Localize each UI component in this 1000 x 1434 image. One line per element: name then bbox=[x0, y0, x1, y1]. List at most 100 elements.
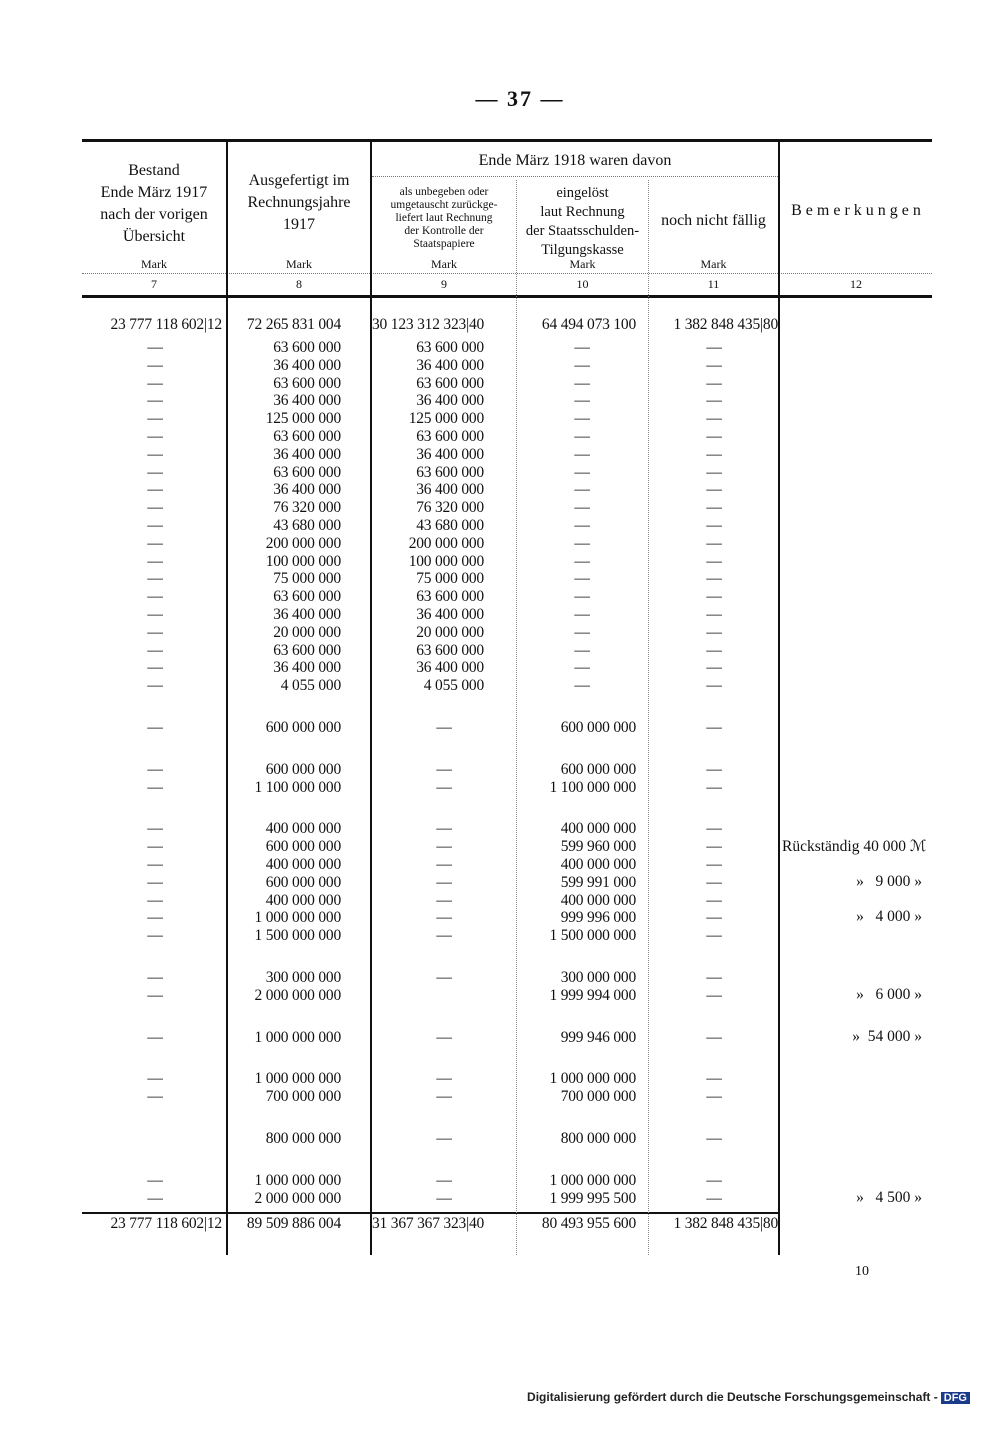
cell-col8: 36 400 000 bbox=[273, 606, 341, 623]
cell-col9: 36 400 000 bbox=[416, 445, 484, 463]
cell-col10: 1 000 000 000 bbox=[549, 1171, 636, 1189]
header-line: Bestand bbox=[128, 162, 180, 179]
cell-col8: 1 100 000 000 bbox=[254, 778, 341, 796]
cell-col7: — bbox=[147, 392, 163, 410]
unit-label: Mark bbox=[141, 257, 167, 271]
cell-col10: 700 000 000 bbox=[560, 1088, 637, 1106]
unit-label: Mark bbox=[431, 257, 457, 271]
cell-col10: — bbox=[574, 641, 590, 659]
cell-col11: — bbox=[706, 659, 722, 677]
cell-col8: 75 000 000 bbox=[273, 570, 341, 588]
cell-col8: 600 000 000 bbox=[265, 760, 342, 778]
cell-col10: — bbox=[574, 677, 590, 695]
cell-col8: 76 320 000 bbox=[273, 499, 341, 517]
column-number: 8 bbox=[296, 277, 302, 291]
cell-col9: 36 400 000 bbox=[416, 481, 484, 499]
remark: Rückständig 40 000 ℳ bbox=[782, 838, 927, 856]
cell-col8: 200 000 000 bbox=[265, 534, 342, 552]
cell-col7: — bbox=[147, 760, 163, 778]
cell-col9: 36 400 000 bbox=[416, 392, 484, 410]
cell-col7: — bbox=[147, 623, 163, 641]
header-line: laut Rechnung bbox=[540, 204, 625, 220]
cell-col8: 20 000 000 bbox=[273, 623, 341, 641]
cell-col9: — bbox=[436, 778, 452, 796]
cell-col9: 43 680 000 bbox=[416, 517, 484, 534]
cell-col7: — bbox=[147, 339, 163, 356]
cell-col10: — bbox=[574, 499, 590, 517]
cell-col8: 2 000 000 000 bbox=[254, 1189, 341, 1207]
cell-col8: 36 400 000 bbox=[273, 659, 341, 677]
digitization-footer: Digitalisierung gefördert durch die Deut… bbox=[527, 1390, 970, 1404]
cell-col10: — bbox=[574, 339, 590, 356]
cell-col10: — bbox=[574, 517, 590, 534]
header-col7: Bestand Ende März 1917 nach der vorigen Übe… bbox=[82, 160, 226, 248]
cell-col10: 800 000 000 bbox=[560, 1130, 637, 1147]
cell-col7: — bbox=[147, 410, 163, 428]
cell-col8: 63 600 000 bbox=[273, 463, 341, 481]
cell-col8: 1 500 000 000 bbox=[254, 927, 341, 945]
cell-col11: — bbox=[706, 1189, 722, 1207]
header-line: Tilgungskasse bbox=[541, 242, 624, 258]
cell-col9: — bbox=[436, 891, 452, 909]
cell-col10: 300 000 000 bbox=[560, 969, 637, 986]
cell-col9: 63 600 000 bbox=[416, 588, 484, 606]
cell-col10: — bbox=[574, 552, 590, 570]
cell-col7: — bbox=[147, 481, 163, 499]
header-col9: als unbegeben oder umgetauscht zurückge-l… bbox=[372, 186, 516, 251]
cell-col9: — bbox=[436, 838, 452, 856]
header-col10: eingelöst laut Rechnung der Staatsschulden… bbox=[517, 184, 648, 260]
cell-col7: — bbox=[147, 778, 163, 796]
cell-col8: 4 055 000 bbox=[280, 677, 341, 695]
column-divider bbox=[778, 142, 780, 1255]
cell-col10: — bbox=[574, 623, 590, 641]
cell-col9: — bbox=[436, 873, 452, 891]
cell-col7: — bbox=[147, 820, 163, 838]
cell-col10: 1 000 000 000 bbox=[549, 1070, 636, 1088]
cell-col11: — bbox=[706, 719, 722, 736]
cell-col11: — bbox=[706, 517, 722, 534]
cell-col9: — bbox=[436, 719, 452, 736]
cell-col11: — bbox=[706, 856, 722, 873]
cell-col8: 700 000 000 bbox=[265, 1088, 342, 1106]
cell-col8: 1 000 000 000 bbox=[254, 1070, 341, 1088]
cell-col11: — bbox=[706, 481, 722, 499]
cell-col9: 63 600 000 bbox=[416, 428, 484, 445]
cell-col10: 1 999 995 500 bbox=[549, 1189, 636, 1207]
cell-col11: — bbox=[706, 356, 722, 374]
header-line: 1917 bbox=[283, 216, 315, 233]
cell-col9: 75 000 000 bbox=[416, 570, 484, 588]
cell-col9: 76 320 000 bbox=[416, 499, 484, 517]
cell-col11: — bbox=[706, 428, 722, 445]
cell-col7: — bbox=[147, 719, 163, 736]
cell-col9: 200 000 000 bbox=[408, 534, 485, 552]
cell-col10: — bbox=[574, 410, 590, 428]
cell-col7: — bbox=[147, 677, 163, 695]
cell-col8: 300 000 000 bbox=[265, 969, 342, 986]
cell-col11: — bbox=[706, 623, 722, 641]
cell-col7: — bbox=[147, 873, 163, 891]
cell-col9: 20 000 000 bbox=[416, 623, 484, 641]
cell-col9: 30 123 312 323|40 bbox=[372, 316, 485, 333]
total-col8: 89 509 886 004 bbox=[246, 1215, 341, 1232]
cell-col11: — bbox=[706, 1070, 722, 1088]
cell-col11: — bbox=[706, 927, 722, 945]
cell-col7: — bbox=[147, 428, 163, 445]
cell-col10: 400 000 000 bbox=[560, 891, 637, 909]
cell-col11: — bbox=[706, 445, 722, 463]
column-divider bbox=[648, 180, 649, 1255]
cell-col11: — bbox=[706, 873, 722, 891]
cell-col9: — bbox=[436, 856, 452, 873]
unit-label: Mark bbox=[286, 257, 312, 271]
cell-col9: — bbox=[436, 909, 452, 927]
cell-col8: 600 000 000 bbox=[265, 838, 342, 856]
cell-col7: — bbox=[147, 986, 163, 1004]
header-line: Staatspapiere bbox=[413, 238, 475, 250]
cell-col10: — bbox=[574, 356, 590, 374]
header-line: der Kontrolle der bbox=[404, 225, 484, 237]
column-number: 9 bbox=[441, 277, 447, 291]
header-line: umgetauscht zurückge- bbox=[390, 199, 498, 211]
header-line: eingelöst bbox=[556, 185, 609, 201]
cell-col8: 36 400 000 bbox=[273, 445, 341, 463]
cell-col11: — bbox=[706, 410, 722, 428]
